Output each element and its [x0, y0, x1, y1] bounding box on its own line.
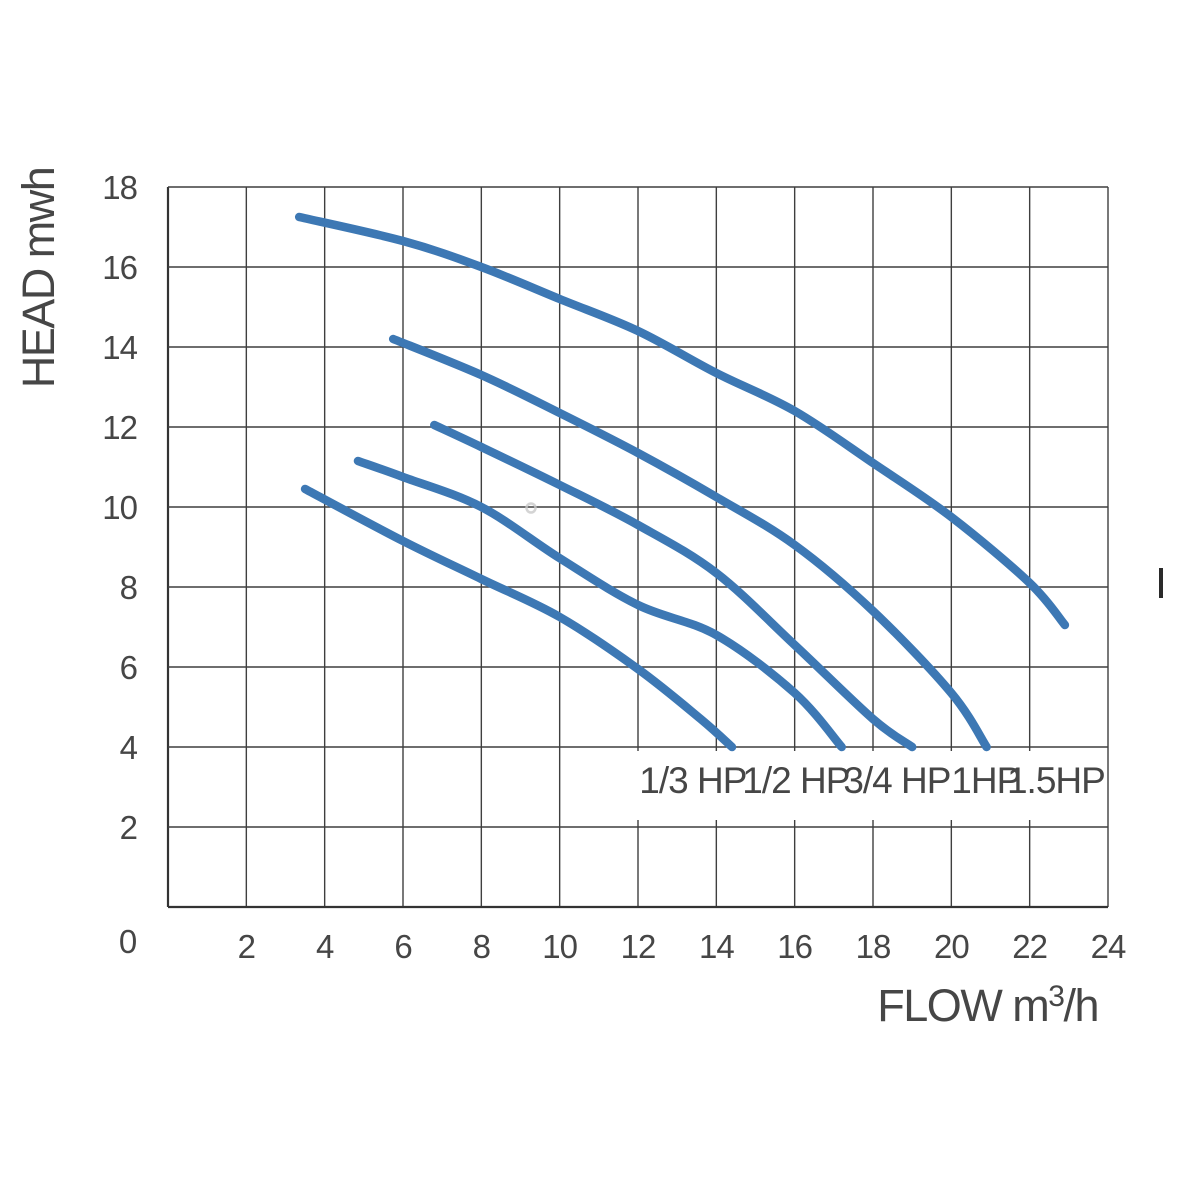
series-label-3-4-hp: 3/4 HP: [843, 760, 950, 801]
y-axis-tick-labels: 18 16 14 12 10 8 6 4 2: [102, 169, 138, 846]
curve-1-2-hp: [353, 456, 846, 752]
x-tick-label-2: 2: [238, 928, 255, 965]
y-tick-label-16: 16: [102, 249, 137, 286]
x-tick-label-20: 20: [934, 928, 969, 965]
x-tick-label-10: 10: [542, 928, 577, 965]
y-tick-label-2: 2: [120, 809, 137, 846]
y-tick-label-4: 4: [120, 729, 138, 766]
y-tick-label-6: 6: [120, 649, 137, 686]
x-tick-label-14: 14: [699, 928, 734, 965]
x-tick-label-16: 16: [777, 928, 812, 965]
x-axis-tick-labels: 2 4 6 8 10 12 14 16 18 20 22 24: [238, 928, 1127, 965]
x-tick-label-12: 12: [621, 928, 656, 965]
y-axis-title: HEAD mwh: [13, 168, 64, 389]
origin-tick-label: 0: [119, 923, 137, 960]
y-tick-label-14: 14: [102, 329, 137, 366]
x-tick-label-4: 4: [316, 928, 334, 965]
curve-3-4-hp: [430, 420, 917, 752]
curve-1-3-hp: [300, 484, 737, 752]
stray-dot-artifact: [525, 502, 537, 514]
x-tick-label-22: 22: [1012, 928, 1047, 965]
x-tick-label-18: 18: [856, 928, 891, 965]
x-tick-label-6: 6: [394, 928, 411, 965]
curve-1-5hp: [294, 212, 1070, 630]
series-label-1-3-hp: 1/3 HP: [639, 760, 746, 801]
series-label-1-2-hp: 1/2 HP: [742, 760, 849, 801]
series-label-1hp: 1HP: [951, 760, 1020, 801]
y-tick-label-10: 10: [102, 489, 137, 526]
y-tick-label-8: 8: [120, 569, 137, 606]
curve-1hp: [388, 334, 991, 752]
x-axis-title: FLOW m3/h: [877, 980, 1098, 1031]
x-tick-label-8: 8: [473, 928, 490, 965]
grid-lines: [166, 186, 1109, 909]
series-label-band: [615, 751, 1106, 820]
y-tick-label-18: 18: [102, 169, 137, 206]
y-tick-label-12: 12: [102, 409, 137, 446]
pump-curves: [294, 212, 1070, 752]
x-tick-label-24: 24: [1091, 928, 1126, 965]
series-label-1-5hp: 1.5HP: [1007, 760, 1105, 801]
